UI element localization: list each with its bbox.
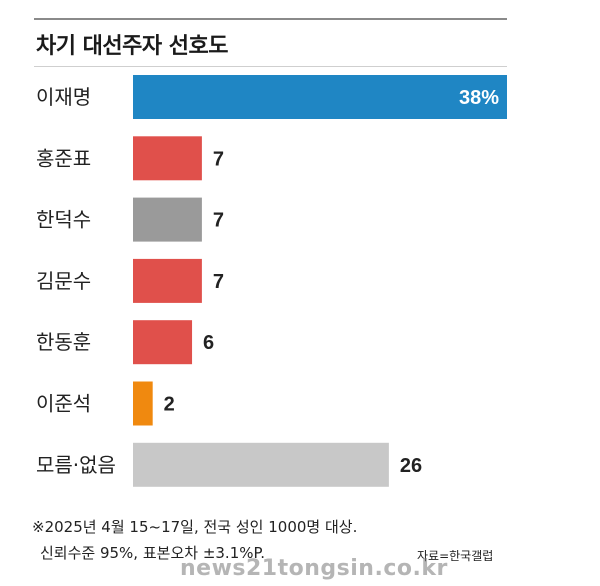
category-label: 한동훈 — [36, 330, 91, 354]
category-label: 모름·없음 — [36, 453, 116, 477]
bar — [133, 381, 153, 426]
value-label: 26 — [400, 455, 422, 477]
value-label: 7 — [213, 210, 224, 232]
watermark: news21tongsin.co.kr — [180, 556, 448, 581]
source-credit: 자료=한국갤럽 — [417, 549, 494, 563]
category-label: 홍준표 — [36, 146, 91, 170]
value-label: 7 — [213, 271, 224, 293]
bar — [133, 197, 202, 242]
category-label: 이준석 — [36, 392, 91, 416]
bar — [133, 258, 202, 303]
title-rule — [34, 66, 507, 67]
chart-title: 차기 대선주자 선호도 — [36, 34, 228, 59]
value-label: 7 — [213, 148, 224, 170]
bar — [133, 320, 193, 365]
footnote-line-2: 신뢰수준 95%, 표본오차 ±3.1%P. — [40, 544, 265, 562]
top-rule — [34, 18, 507, 20]
value-label: 6 — [203, 332, 214, 354]
bar — [133, 75, 507, 119]
bar — [133, 442, 389, 487]
category-label: 김문수 — [36, 269, 91, 293]
bar — [133, 136, 202, 181]
value-label: 38% — [459, 87, 499, 109]
category-label: 이재명 — [36, 85, 91, 109]
footnote: ※2025년 4월 15~17일, 전국 성인 1000명 대상. 신뢰수준 9… — [32, 514, 357, 566]
footnote-line-1: ※2025년 4월 15~17일, 전국 성인 1000명 대상. — [32, 518, 358, 536]
value-label: 2 — [164, 394, 175, 416]
category-label: 한덕수 — [36, 208, 91, 232]
